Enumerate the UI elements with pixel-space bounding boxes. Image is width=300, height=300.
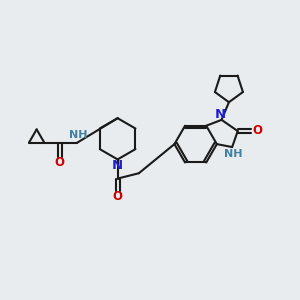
- Text: O: O: [253, 124, 262, 137]
- Text: O: O: [112, 190, 123, 203]
- Text: NH: NH: [224, 148, 243, 158]
- Text: N: N: [214, 108, 226, 121]
- Text: N: N: [112, 159, 123, 172]
- Text: O: O: [55, 156, 64, 169]
- Text: NH: NH: [69, 130, 88, 140]
